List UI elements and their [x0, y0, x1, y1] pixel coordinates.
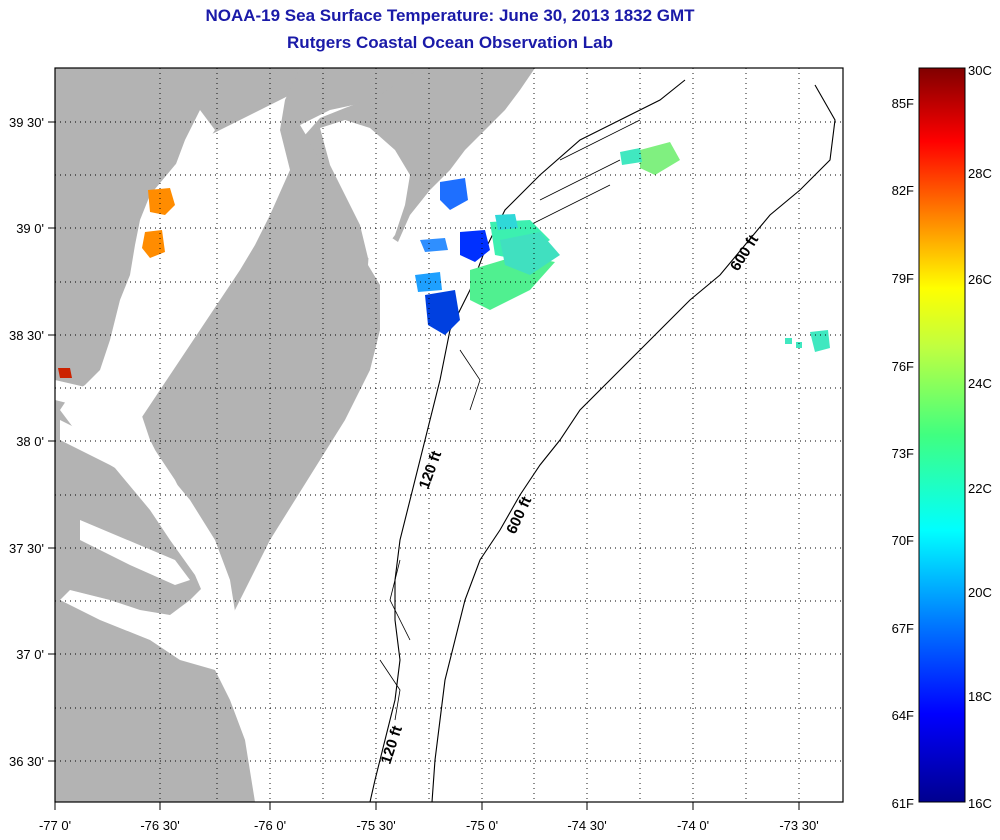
- sst-colorbar: [918, 67, 966, 803]
- lat-label: 37 0': [16, 647, 44, 662]
- rappahannock-river: [60, 420, 165, 488]
- map-border: [54, 67, 844, 803]
- lon-labels: -77 0' -76 30' -76 0' -75 30' -75 0' -74…: [39, 818, 819, 833]
- colorbar-f-label: 61F: [892, 796, 914, 811]
- potomac-river: [55, 380, 140, 425]
- colorbar-celsius-labels: 30C 28C 26C 24C 22C 20C 18C 16C: [968, 63, 992, 811]
- land-delmarva: [140, 68, 420, 632]
- delaware-bay: [320, 120, 410, 258]
- lon-label: -76 30': [140, 818, 179, 833]
- lat-label: 38 0': [16, 434, 44, 449]
- map-subtitle: Rutgers Coastal Ocean Observation Lab: [287, 33, 613, 52]
- colorbar-c-label: 18C: [968, 689, 992, 704]
- lat-label: 39 0': [16, 221, 44, 236]
- colorbar-f-label: 82F: [892, 183, 914, 198]
- colorbar-c-label: 30C: [968, 63, 992, 78]
- colorbar-c-label: 20C: [968, 585, 992, 600]
- colorbar-f-label: 79F: [892, 271, 914, 286]
- contour-600ft-line: [431, 84, 836, 802]
- colorbar-fahrenheit-labels: 85F 82F 79F 76F 73F 70F 67F 64F 61F: [892, 96, 914, 811]
- colorbar-f-label: 73F: [892, 446, 914, 461]
- colorbar-f-label: 70F: [892, 533, 914, 548]
- lon-label: -76 0': [254, 818, 286, 833]
- lon-label: -75 0': [466, 818, 498, 833]
- lat-label: 38 30': [9, 328, 44, 343]
- land-western-shore: [55, 68, 300, 802]
- lat-label: 36 30': [9, 754, 44, 769]
- colorbar-f-label: 64F: [892, 708, 914, 723]
- lon-label: -77 0': [39, 818, 71, 833]
- colorbar-c-label: 22C: [968, 481, 992, 496]
- colorbar-c-label: 16C: [968, 796, 992, 811]
- colorbar-c-label: 24C: [968, 376, 992, 391]
- lon-label: -75 30': [356, 818, 395, 833]
- chesapeake-bay: [100, 110, 238, 640]
- colorbar-f-label: 85F: [892, 96, 914, 111]
- york-river: [80, 520, 190, 585]
- lat-label: 39 30': [9, 115, 44, 130]
- lat-label: 37 30': [9, 541, 44, 556]
- colorbar-c-label: 26C: [968, 272, 992, 287]
- frame-ticks: [48, 121, 800, 810]
- map-title: NOAA-19 Sea Surface Temperature: June 30…: [205, 6, 695, 25]
- lon-label: -74 30': [567, 818, 606, 833]
- colorbar-c-label: 28C: [968, 166, 992, 181]
- colorbar-f-label: 67F: [892, 621, 914, 636]
- contour-120ft-line: [369, 79, 686, 802]
- lat-labels: 39 30' 39 0' 38 30' 38 0' 37 30' 37 0' 3…: [9, 115, 44, 769]
- colorbar-f-label: 76F: [892, 359, 914, 374]
- lon-label: -74 0': [677, 818, 709, 833]
- lon-label: -73 30': [779, 818, 818, 833]
